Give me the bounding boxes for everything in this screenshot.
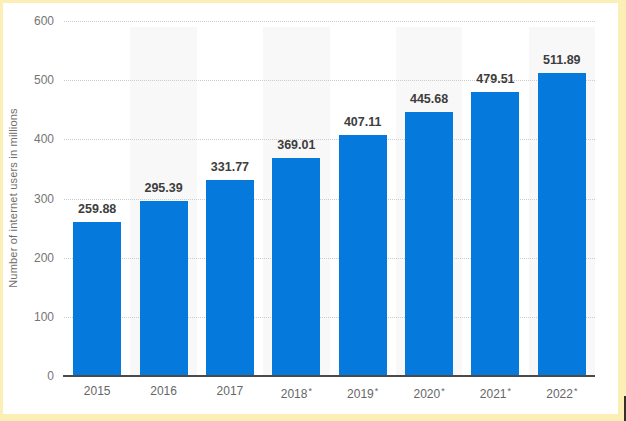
- bar-value-label: 445.68: [393, 92, 465, 106]
- footnote-asterisk: *: [574, 386, 578, 396]
- bar[interactable]: [339, 135, 387, 376]
- x-tick-label: 2018*: [260, 385, 332, 401]
- highlight-frame-right-edge: [618, 0, 626, 421]
- chart-container: 0 100 200 300 400 500 600 259.88 2015 295.39 2016 3…: [0, 0, 626, 421]
- x-tick-label: 2020*: [393, 385, 465, 401]
- y-tick-label: 0: [18, 369, 54, 383]
- bar-value-label: 369.01: [260, 138, 332, 152]
- plot-area: 0 100 200 300 400 500 600 259.88 2015 295.39 2016 3…: [0, 0, 626, 421]
- bar-value-label: 511.89: [526, 53, 598, 67]
- y-axis-title: Number of internet users in millions: [7, 108, 19, 288]
- x-tick-label: 2016: [128, 385, 200, 398]
- bar[interactable]: [538, 73, 586, 376]
- x-tick-label: 2015: [61, 385, 133, 398]
- bar-value-label: 407.11: [327, 115, 399, 129]
- y-tick-label: 200: [18, 251, 54, 265]
- x-tick-label: 2021*: [459, 385, 531, 401]
- x-axis-line: [63, 375, 595, 377]
- bar[interactable]: [140, 201, 188, 376]
- y-tick-label: 500: [18, 73, 54, 87]
- bar-value-label: 479.51: [459, 72, 531, 86]
- highlight-frame-bottom-edge: [0, 414, 626, 421]
- footnote-asterisk: *: [308, 386, 312, 396]
- bar[interactable]: [73, 222, 121, 376]
- bar[interactable]: [471, 92, 519, 376]
- footnote-asterisk: *: [375, 386, 379, 396]
- bar-value-label: 259.88: [61, 202, 133, 216]
- footnote-asterisk: *: [508, 386, 512, 396]
- bar-value-label: 295.39: [128, 181, 200, 195]
- x-tick-label: 2019*: [327, 385, 399, 401]
- y-tick-label: 100: [18, 310, 54, 324]
- highlight-frame-top-edge: [0, 0, 626, 3]
- bar[interactable]: [405, 112, 453, 376]
- footnote-asterisk: *: [441, 386, 445, 396]
- bar-value-label: 331.77: [194, 160, 266, 174]
- y-tick-label: 300: [18, 192, 54, 206]
- gridline: [64, 21, 595, 22]
- y-tick-label: 400: [18, 132, 54, 146]
- bar[interactable]: [206, 180, 254, 376]
- x-tick-label: 2022*: [526, 385, 598, 401]
- x-tick-label: 2017: [194, 385, 266, 398]
- highlight-frame-left-edge: [0, 0, 3, 421]
- bar[interactable]: [272, 158, 320, 376]
- y-tick-label: 600: [18, 14, 54, 28]
